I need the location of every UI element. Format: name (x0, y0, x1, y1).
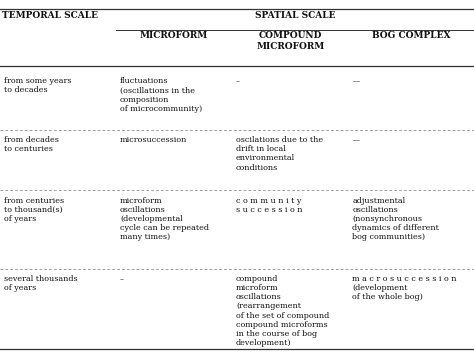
Text: fluctuations
(oscillations in the
composition
of microcommunity): fluctuations (oscillations in the compos… (120, 77, 202, 113)
Text: TEMPORAL SCALE: TEMPORAL SCALE (2, 11, 99, 20)
Text: microform
oscillations
(developmental
cycle can be repeated
many times): microform oscillations (developmental cy… (120, 197, 209, 241)
Text: oscilations due to the
drift in local
environmental
conditions: oscilations due to the drift in local en… (236, 136, 323, 172)
Text: c o m m u n i t y
s u c c e s s i o n: c o m m u n i t y s u c c e s s i o n (236, 197, 302, 214)
Text: –: – (120, 275, 124, 283)
Text: microsuccession: microsuccession (120, 136, 187, 144)
Text: from decades
to centuries: from decades to centuries (4, 136, 59, 153)
Text: BOG COMPLEX: BOG COMPLEX (372, 31, 450, 40)
Text: from centuries
to thousand(s)
of years: from centuries to thousand(s) of years (4, 197, 64, 223)
Text: MICROFORM: MICROFORM (140, 31, 208, 40)
Text: compound
microform
oscillations
(rearrangement
of the set of compound
compound m: compound microform oscillations (rearran… (236, 275, 329, 347)
Text: ––: –– (352, 136, 360, 144)
Text: –: – (236, 77, 240, 85)
Text: SPATIAL SCALE: SPATIAL SCALE (255, 11, 335, 20)
Text: COMPOUND
MICROFORM: COMPOUND MICROFORM (256, 31, 324, 51)
Text: m a c r o s u c c e s s i o n
(development
of the whole bog): m a c r o s u c c e s s i o n (developme… (352, 275, 456, 301)
Text: from some years
to decades: from some years to decades (4, 77, 71, 94)
Text: several thousands
of years: several thousands of years (4, 275, 77, 292)
Text: adjustmental
oscillations
(nonsynchronous
dynamics of different
bog communities): adjustmental oscillations (nonsynchronou… (352, 197, 439, 241)
Text: ––: –– (352, 77, 360, 85)
